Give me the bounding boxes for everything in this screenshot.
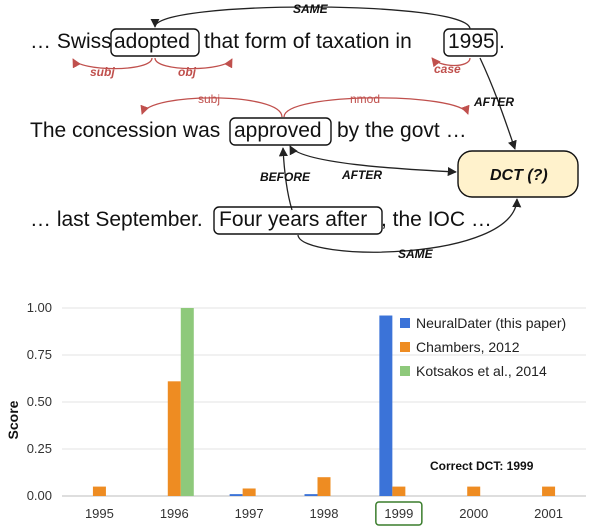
bar [379, 315, 393, 496]
temporal-dependency-diagram: … Swiss adopted that form of taxation in… [30, 2, 579, 261]
word-approved: approved [234, 119, 322, 142]
score-bar-chart: 0.000.250.500.751.00 Score 1995 1996 1997 1… [5, 300, 586, 526]
x-tick-labels: 1995 1996 1997 1998 1999 2000 2001 [85, 506, 563, 521]
correct-dct-annotation: Correct DCT: 1999 [430, 459, 534, 473]
sentence-1-suffix: . [499, 30, 505, 53]
edge-obj-1 [154, 57, 233, 70]
edge-label-subj-2: subj [198, 92, 220, 106]
edge-before [278, 147, 293, 211]
y-tick-label: 1.00 [27, 300, 52, 315]
bar [92, 486, 106, 496]
chart-legend: NeuralDater (this paper) Chambers, 2012 Ko… [400, 315, 566, 379]
y-tick-label: 0.25 [27, 441, 52, 456]
edge-label-after-approved: AFTER [341, 168, 382, 182]
dct-box [457, 150, 579, 198]
edge-after-1995 [479, 57, 517, 150]
x-tick-label: 1999 [384, 506, 413, 521]
edge-label-after-1995: AFTER [473, 95, 514, 109]
dct-label: DCT (?) [490, 167, 548, 184]
legend-entry: Kotsakos et al., 2014 [416, 363, 547, 379]
edge-label-same-bottom: SAME [398, 247, 434, 261]
word-box-approved [229, 117, 332, 146]
edge-subj-2 [140, 97, 283, 118]
legend-entry: Chambers, 2012 [416, 339, 520, 355]
sentence-1-middle: that form of taxation in [204, 30, 412, 53]
edge-label-same-top: SAME [293, 2, 329, 16]
y-tick-labels: 0.00 0.25 0.50 0.75 1.00 [27, 300, 52, 503]
bar [229, 494, 243, 496]
legend-swatch [400, 342, 410, 352]
sentence-3-prefix: … last September. [30, 208, 203, 231]
bar [304, 494, 318, 496]
y-tick-label: 0.75 [27, 347, 52, 362]
edge-subj-1 [72, 57, 153, 70]
x-tick-label: 1996 [160, 506, 189, 521]
edge-after-approved [289, 145, 457, 177]
edge-label-nmod: nmod [350, 92, 380, 106]
edge-nmod [283, 97, 470, 118]
x-tick-label: 2000 [459, 506, 488, 521]
edge-case [431, 57, 471, 68]
sentence-2-suffix: by the govt … [337, 119, 467, 142]
bars [92, 308, 556, 496]
word-box-adopted [110, 28, 200, 57]
x-tick-label: 1995 [85, 506, 114, 521]
bar [542, 486, 556, 496]
x-tick-label: 1998 [310, 506, 339, 521]
y-tick-label: 0.50 [27, 394, 52, 409]
word-1995: 1995 [448, 30, 495, 53]
word-adopted: adopted [114, 30, 190, 53]
edge-same-top [150, 6, 471, 30]
legend-swatch [400, 318, 410, 328]
edge-label-obj-1: obj [178, 65, 197, 79]
bar [467, 486, 481, 496]
bar [167, 381, 181, 496]
legend-entry: NeuralDater (this paper) [416, 315, 566, 331]
bar [242, 488, 256, 496]
sentence-3-suffix: , the IOC … [381, 208, 492, 231]
x-tick-label: 2001 [534, 506, 563, 521]
y-axis-label: Score [5, 400, 21, 439]
edge-label-before: BEFORE [260, 170, 311, 184]
bar [392, 486, 406, 496]
edge-label-subj-1: subj [90, 65, 115, 79]
bar [317, 477, 331, 496]
word-four-years-after: Four years after [219, 208, 367, 231]
correct-year-highlight-box [375, 501, 423, 526]
sentence-2-prefix: The concession was [30, 119, 220, 142]
sentence-1-prefix: … Swiss [30, 30, 112, 53]
bar [180, 308, 194, 496]
edge-label-case: case [434, 62, 461, 76]
edge-same-bottom [297, 198, 522, 253]
y-tick-label: 0.00 [27, 488, 52, 503]
legend-swatch [400, 366, 410, 376]
x-tick-label: 1997 [235, 506, 264, 521]
word-box-four-years-after [213, 206, 383, 235]
